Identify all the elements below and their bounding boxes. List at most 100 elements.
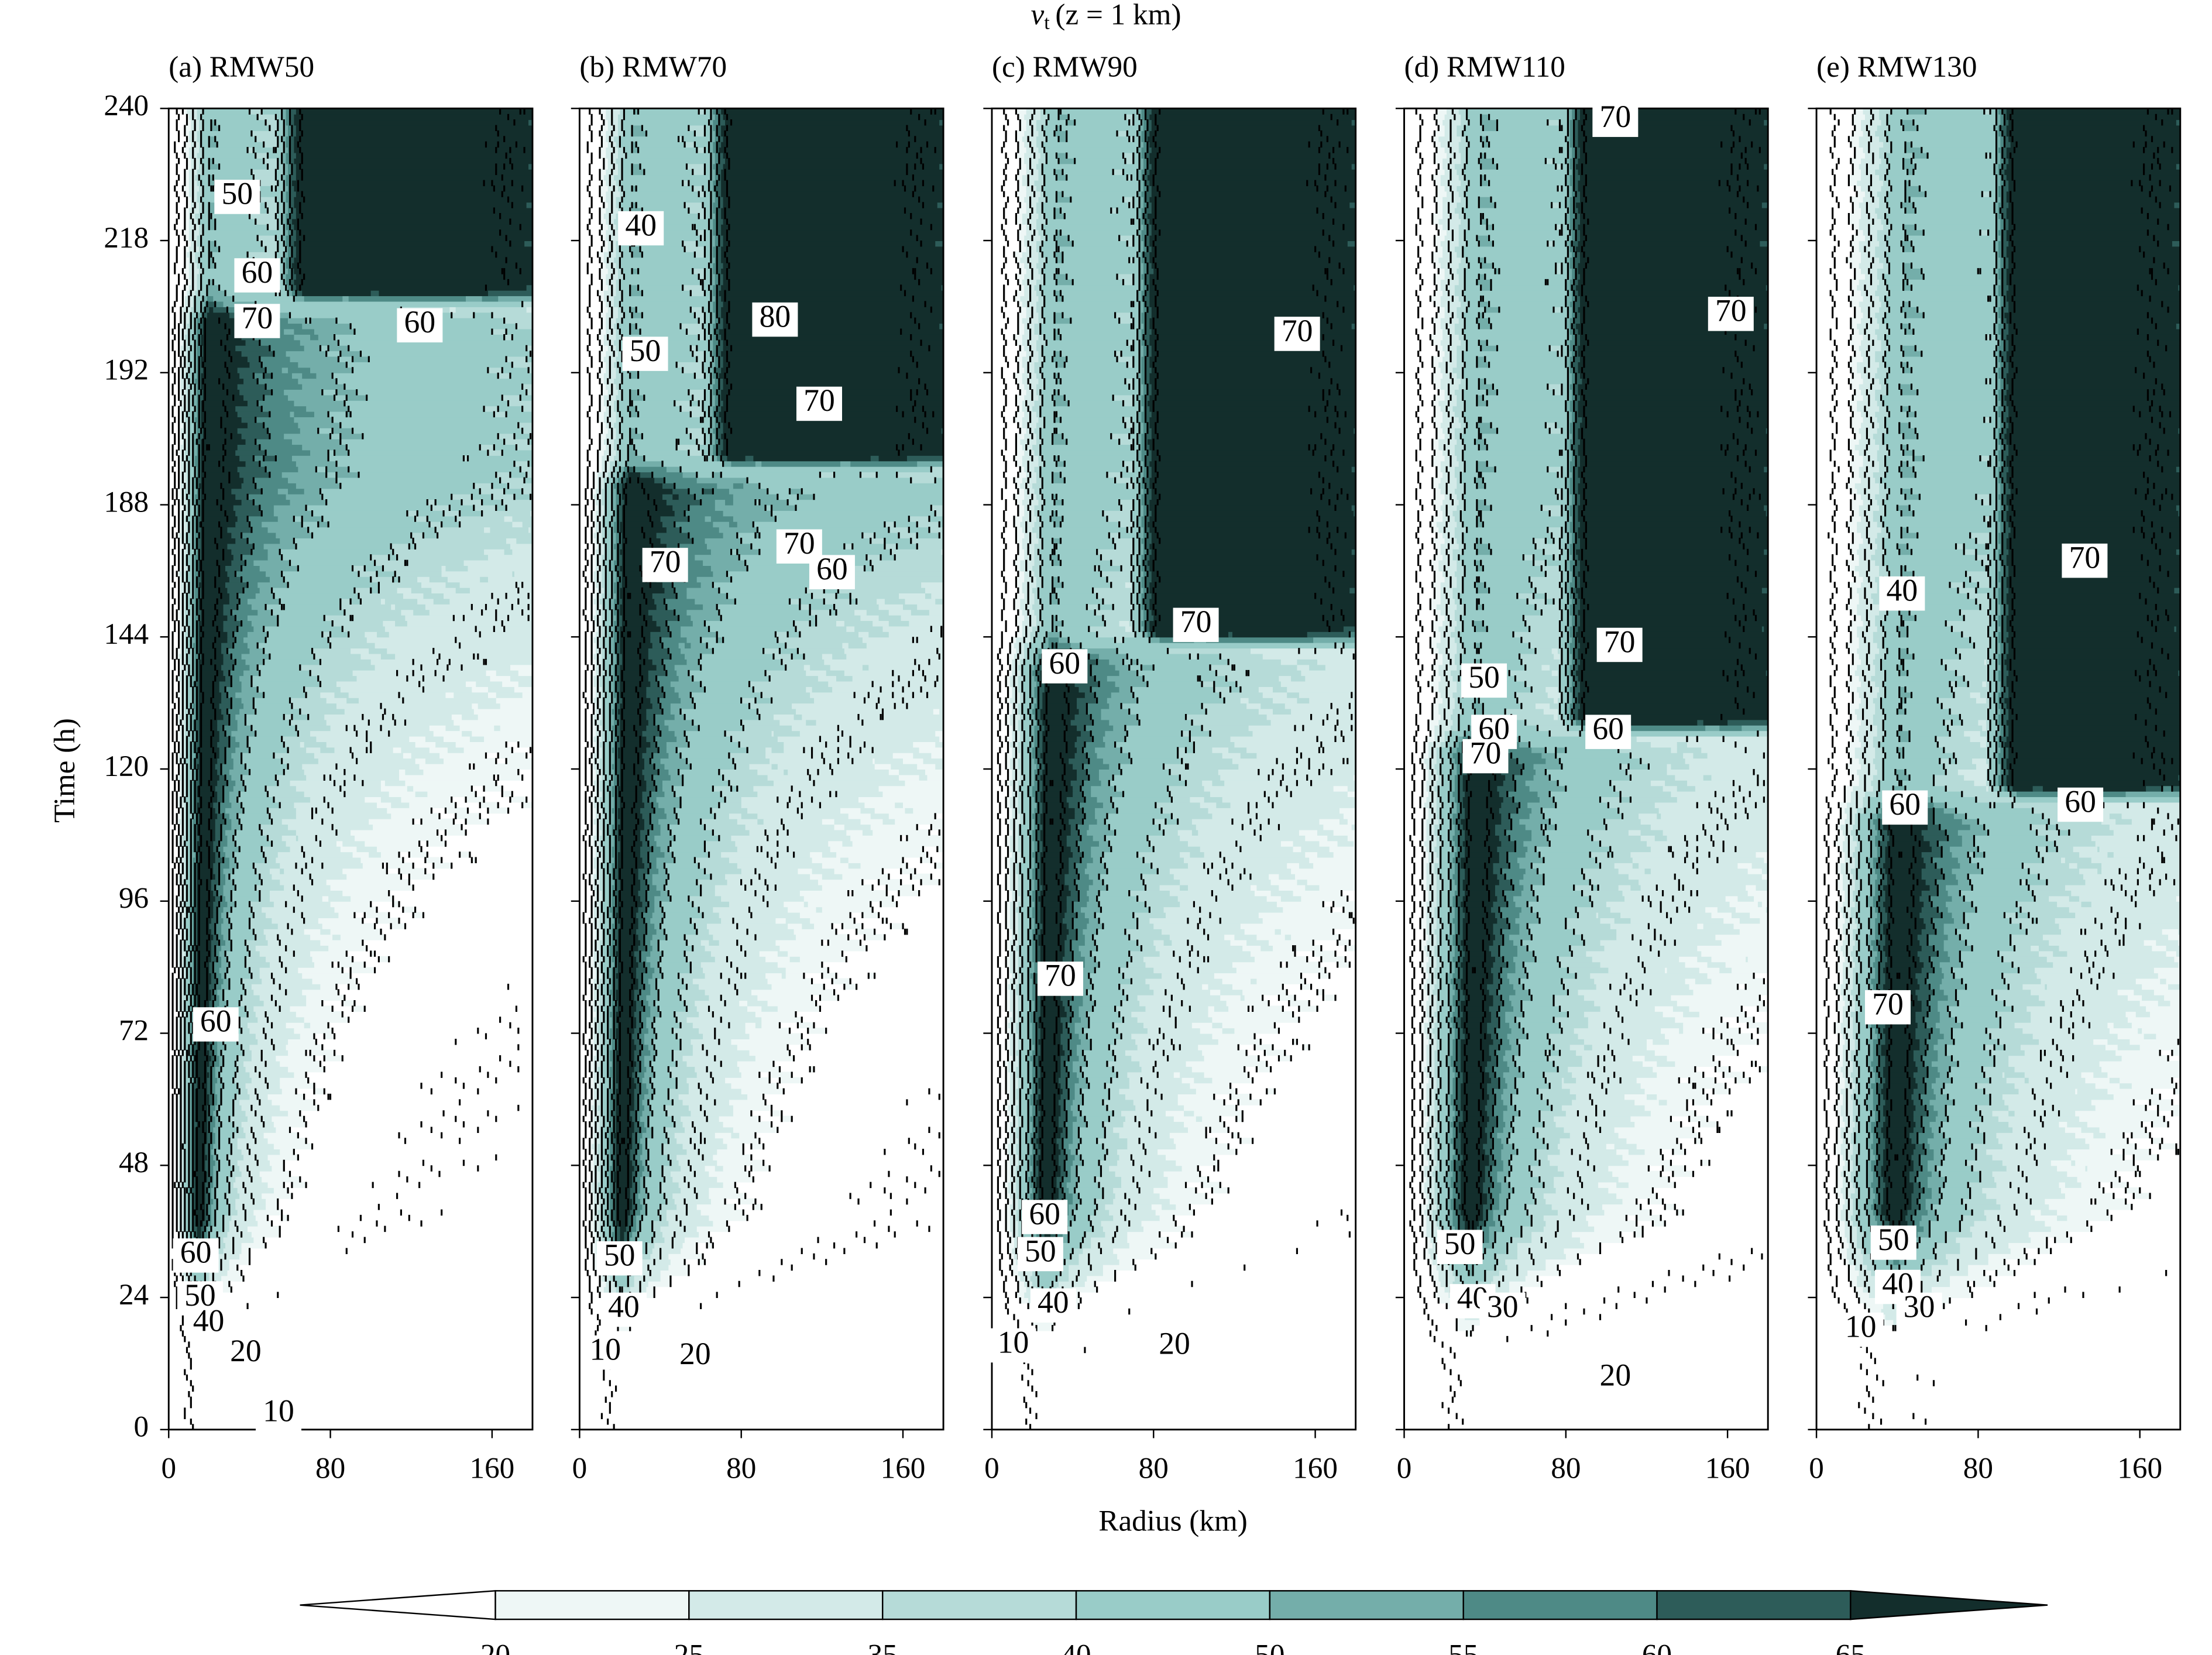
contour-fill: [589, 1121, 595, 1128]
contour-fill: [610, 939, 613, 946]
contour-fill: [901, 868, 916, 874]
contour-fill: [193, 609, 195, 616]
contour-fill: [249, 769, 284, 775]
contour-fill: [674, 713, 685, 720]
contour-fill: [668, 1066, 695, 1073]
contour-fill: [670, 1170, 710, 1177]
contour-fill: [407, 785, 414, 792]
contour-fill: [739, 741, 784, 748]
contour-fill: [188, 1104, 192, 1111]
contour-fill: [225, 730, 232, 737]
contour-fill: [599, 1000, 604, 1007]
contour-fill: [215, 1132, 220, 1139]
contour-fill: [188, 565, 194, 572]
contour-fill: [191, 791, 194, 798]
contour-fill: [178, 846, 181, 853]
contour-fill: [654, 1231, 663, 1238]
contour-fill: [178, 708, 181, 715]
contour-fill: [522, 521, 533, 528]
contour-fill: [255, 593, 274, 599]
contour-fill: [528, 438, 533, 445]
contour-fill: [215, 884, 224, 891]
contour-fill: [221, 692, 228, 698]
contour-fill: [205, 1214, 210, 1221]
contour-fill: [197, 427, 202, 434]
contour-fill: [272, 1165, 284, 1172]
contour-fill: [603, 1017, 609, 1023]
contour-fill: [409, 851, 428, 858]
contour-fill: [646, 835, 655, 842]
contour-fill: [459, 521, 513, 528]
contour-fill: [191, 1231, 194, 1238]
contour-fill: [177, 950, 180, 957]
contour-fill: [610, 1038, 613, 1045]
contour-fill: [399, 769, 406, 775]
contour-fill: [607, 1055, 610, 1062]
contour-fill: [441, 521, 461, 528]
contour-fill: [642, 840, 649, 847]
contour-fill: [195, 802, 198, 808]
contour-fill: [630, 1237, 637, 1243]
contour-fill: [318, 675, 358, 682]
contour-fill: [183, 229, 190, 236]
contour-fill: [195, 296, 204, 302]
contour-fill: [300, 427, 319, 434]
contour-fill: [178, 747, 181, 753]
contour-fill: [352, 614, 406, 622]
contour-fill: [326, 719, 454, 726]
contour-fill: [184, 246, 190, 252]
contour-fill: [607, 1204, 610, 1210]
contour-fill: [195, 356, 198, 362]
contour-fill: [195, 455, 200, 462]
contour-fill: [324, 1055, 344, 1062]
contour-fill: [177, 1143, 180, 1150]
contour-fill: [288, 229, 293, 236]
contour-fill: [610, 1083, 613, 1089]
contour-fill: [294, 114, 533, 121]
contour-fill: [209, 1110, 214, 1117]
contour-fill: [498, 752, 527, 759]
contour-fill: [719, 912, 801, 918]
contour-fill: [589, 1165, 595, 1172]
contour-fill: [209, 202, 218, 208]
contour-fill: [332, 620, 384, 627]
contour-fill: [616, 901, 619, 908]
contour-fill: [610, 1033, 614, 1039]
contour-fill: [678, 769, 720, 775]
contour-fill: [377, 631, 390, 638]
contour-fill: [592, 791, 596, 798]
contour-fill: [184, 1060, 190, 1067]
contour-fill: [188, 417, 194, 423]
contour-fill: [229, 857, 236, 863]
contour-fill: [636, 1115, 641, 1122]
contour-fill: [670, 895, 689, 902]
contour-fill: [197, 895, 216, 902]
contour-fill: [199, 417, 202, 423]
contour-fill: [656, 840, 671, 847]
contour-fill: [634, 1176, 641, 1183]
contour-fill: [377, 846, 422, 853]
contour-fill: [660, 901, 693, 908]
contour-fill: [290, 411, 295, 418]
contour-fill: [195, 785, 198, 792]
contour-fill: [391, 802, 410, 808]
contour-label: 60: [242, 255, 273, 290]
contour-fill: [177, 449, 181, 456]
contour-fill: [259, 180, 279, 186]
contour-fill: [197, 774, 200, 781]
contour-fill: [195, 973, 198, 979]
contour-fill: [195, 328, 198, 335]
contour-fill: [286, 141, 291, 148]
contour-fill: [191, 901, 194, 908]
contour-fill: [644, 962, 651, 968]
contour-fill: [213, 962, 222, 968]
contour-fill: [195, 846, 198, 853]
contour-fill: [463, 455, 469, 462]
contour-fill: [188, 510, 195, 517]
contour-fill: [614, 1072, 617, 1078]
contour-fill: [284, 147, 288, 153]
contour-fill: [304, 1017, 349, 1023]
contour-fill: [195, 983, 210, 990]
contour-fill: [913, 741, 936, 748]
contour-fill: [512, 548, 533, 555]
